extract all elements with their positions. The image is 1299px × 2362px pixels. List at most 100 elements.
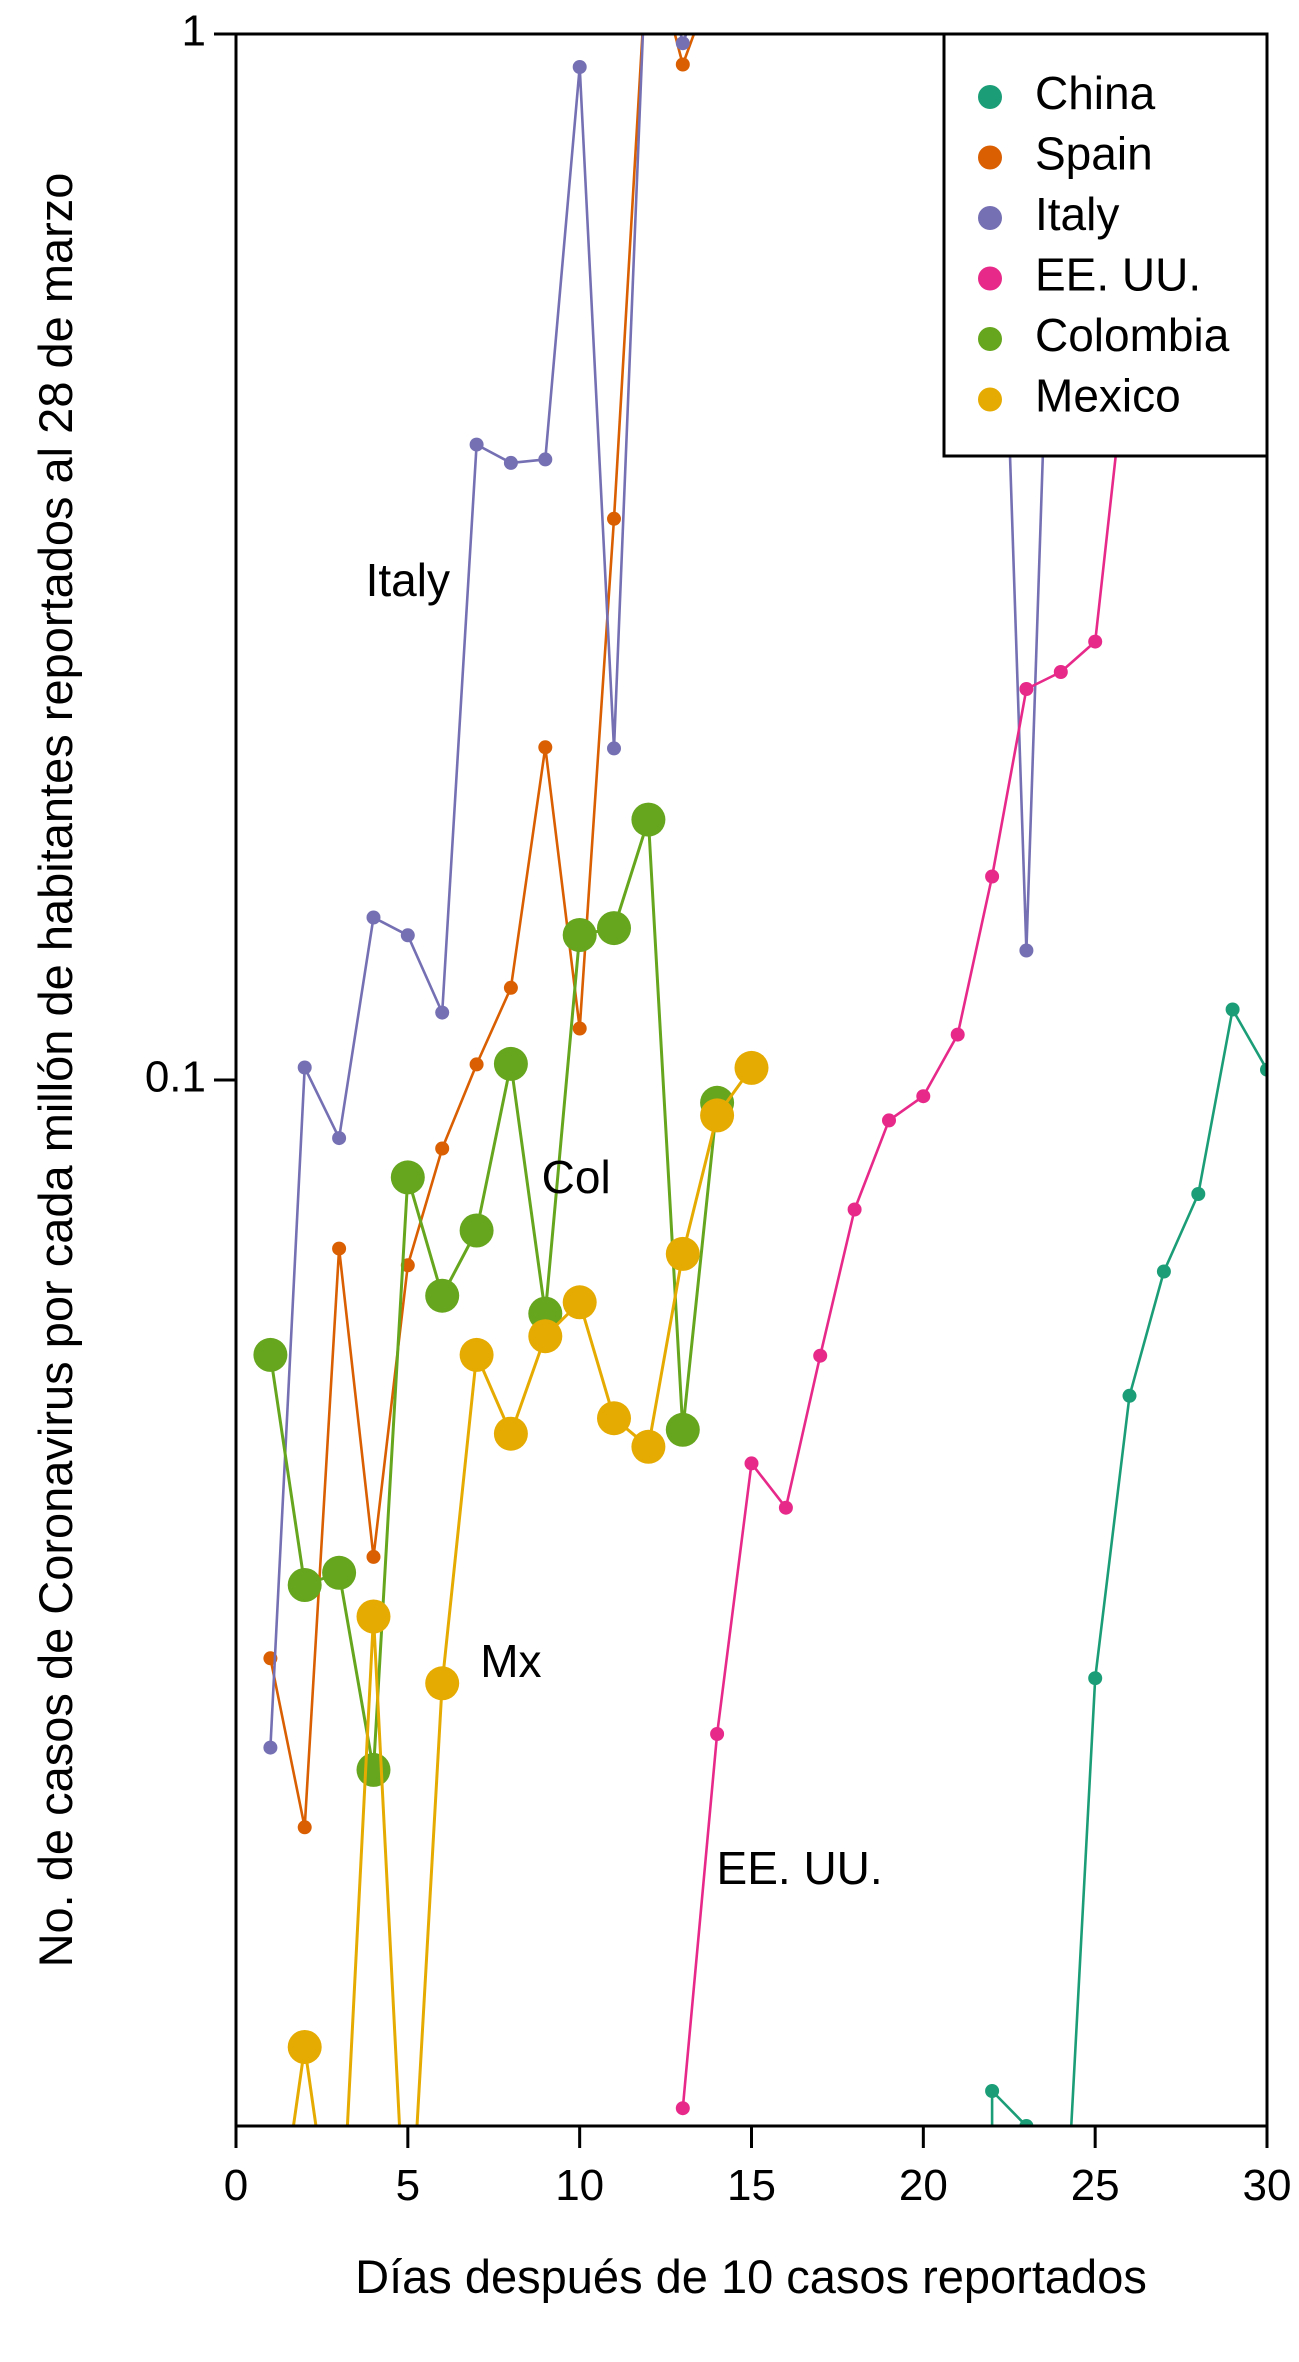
data-point (538, 452, 553, 467)
x-tick-label: 10 (555, 2161, 604, 2210)
x-axis-label: Días después de 10 casos reportados (355, 2250, 1147, 2303)
data-point (562, 918, 597, 952)
data-point (425, 1666, 460, 1701)
data-point (1088, 634, 1103, 649)
data-point (356, 1599, 391, 1634)
data-point (435, 1141, 450, 1156)
data-point (882, 1113, 896, 1128)
data-point (469, 1057, 484, 1072)
data-point (459, 1213, 494, 1248)
data-point (366, 1549, 381, 1564)
data-point (675, 57, 690, 72)
data-point (1088, 1671, 1103, 1686)
data-point (1019, 2119, 1034, 2126)
data-point (607, 511, 621, 526)
x-tick-label: 30 (1243, 2161, 1292, 2210)
data-point (287, 2030, 322, 2064)
y-axis-label: No. de casos de Coronavirus por cada mil… (29, 173, 82, 1968)
data-point (1122, 1388, 1137, 1403)
series-line (990, 1008, 1267, 2126)
legend-item: EE. UU. (978, 249, 1201, 301)
data-point (503, 980, 518, 995)
legend-label: Spain (1035, 128, 1153, 180)
data-point (493, 1416, 528, 1451)
data-point (287, 1568, 322, 1602)
legend-swatch (978, 206, 1002, 230)
data-point (675, 36, 690, 51)
data-point (631, 802, 666, 837)
x-tick-label: 5 (396, 2161, 420, 2210)
series-5 (253, 1050, 769, 2305)
legend-label: Colombia (1035, 309, 1230, 361)
data-point (710, 1727, 725, 1741)
y-tick-label: 1 (182, 7, 206, 56)
data-point (734, 1050, 769, 1085)
data-point (332, 1241, 347, 1256)
data-point (493, 1046, 528, 1081)
data-point (263, 1740, 278, 1755)
data-point (607, 741, 621, 756)
data-point (597, 1401, 631, 1436)
data-point (813, 1348, 828, 1363)
data-point (675, 2101, 690, 2116)
legend-swatch (978, 266, 1002, 291)
legend-swatch (978, 387, 1002, 412)
legend-label: Mexico (1035, 370, 1181, 422)
annotation-label: Mx (480, 1635, 541, 1687)
data-point (253, 1337, 288, 1372)
data-point (1019, 943, 1034, 958)
legend-item: Colombia (978, 309, 1230, 361)
data-point (597, 911, 631, 946)
data-point (390, 1160, 425, 1195)
x-tick-label: 15 (727, 2161, 776, 2210)
series-0 (985, 1002, 1267, 2329)
legend-item: Mexico (978, 370, 1181, 422)
x-tick-label: 0 (224, 2161, 248, 2210)
data-point (425, 1278, 460, 1313)
data-point (356, 1752, 391, 1787)
legend-item: Italy (978, 188, 1119, 240)
data-point (631, 1429, 666, 1464)
series-line (269, 34, 696, 1829)
legend-item: Spain (978, 128, 1153, 180)
data-point (1225, 1002, 1240, 1017)
data-point (1019, 682, 1034, 696)
series-3 (675, 324, 1137, 2116)
legend-label: Italy (1035, 188, 1119, 240)
y-axis: 0.11 (145, 7, 238, 2126)
x-tick-label: 20 (899, 2161, 948, 2210)
data-point (985, 2084, 1000, 2098)
data-point (435, 1005, 450, 1020)
data-point (1191, 1187, 1206, 1201)
data-point (253, 2271, 287, 2305)
series-2 (263, 34, 1059, 1755)
data-point (1053, 665, 1068, 679)
legend-swatch (978, 327, 1002, 351)
data-point (778, 1500, 793, 1515)
data-point (700, 1098, 735, 1133)
legend-swatch (978, 145, 1002, 170)
legend-swatch (978, 85, 1002, 109)
plot-content (253, 34, 1267, 2329)
series-1 (263, 34, 696, 1835)
data-point (322, 1555, 357, 1590)
data-point (950, 1027, 965, 1042)
data-point (1156, 1264, 1171, 1279)
data-point (538, 740, 553, 755)
data-point (459, 1337, 494, 1372)
data-point (985, 869, 1000, 884)
legend-label: EE. UU. (1035, 249, 1201, 301)
x-tick-label: 25 (1071, 2161, 1120, 2210)
data-point (1054, 2315, 1068, 2329)
data-point (847, 1202, 862, 1217)
data-point (297, 1060, 312, 1075)
data-point (572, 1021, 587, 1036)
data-point (503, 455, 518, 470)
data-point (366, 910, 381, 925)
annotations: Italy Col Mx EE. UU. (366, 554, 883, 1894)
data-point (665, 1412, 700, 1447)
series-line (268, 818, 719, 1772)
x-axis: 0 5 10 15 20 25 30 (224, 2124, 1292, 2210)
data-point (400, 928, 415, 943)
